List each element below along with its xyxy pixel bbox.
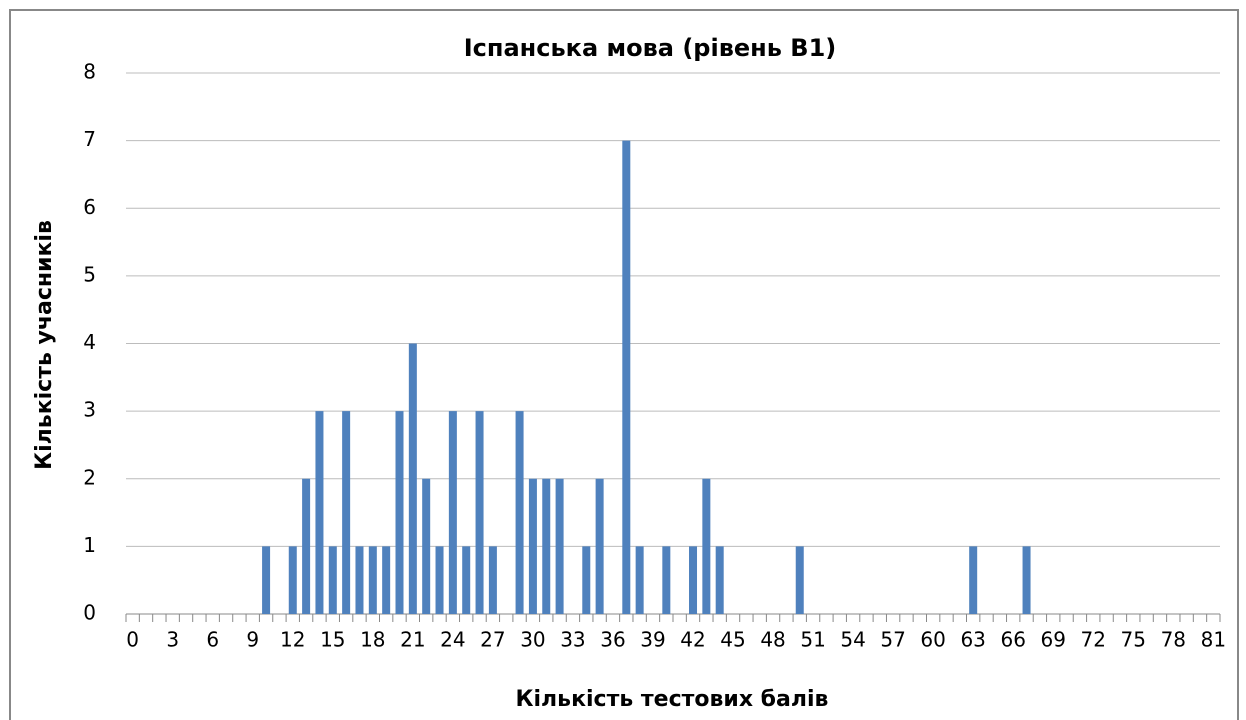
bar bbox=[702, 478, 711, 614]
bar bbox=[422, 478, 431, 614]
bar bbox=[262, 546, 271, 614]
x-tick-label: 30 bbox=[520, 628, 545, 652]
x-tick-label: 24 bbox=[440, 628, 465, 652]
bar bbox=[475, 411, 484, 614]
y-tick-label: 8 bbox=[83, 60, 96, 84]
bar bbox=[542, 478, 551, 614]
x-tick-label: 15 bbox=[320, 628, 345, 652]
x-tick-label: 78 bbox=[1161, 628, 1186, 652]
x-tick-label: 69 bbox=[1041, 628, 1066, 652]
y-tick-label: 7 bbox=[83, 127, 96, 151]
bar bbox=[302, 478, 311, 614]
bar bbox=[622, 140, 631, 614]
bar bbox=[288, 546, 297, 614]
x-tick-label: 66 bbox=[1000, 628, 1025, 652]
y-tick-label: 5 bbox=[83, 262, 96, 286]
x-tick-label: 57 bbox=[880, 628, 905, 652]
bar bbox=[595, 478, 604, 614]
bar bbox=[582, 546, 591, 614]
y-tick-label: 0 bbox=[83, 601, 96, 625]
bar bbox=[328, 546, 337, 614]
bar bbox=[715, 546, 724, 614]
bar bbox=[488, 546, 497, 614]
bar bbox=[462, 546, 471, 614]
y-tick-label: 2 bbox=[83, 465, 96, 489]
bar bbox=[395, 411, 404, 614]
bar bbox=[435, 546, 444, 614]
x-tick-label: 36 bbox=[600, 628, 625, 652]
x-tick-label: 18 bbox=[360, 628, 385, 652]
x-tick-label: 72 bbox=[1081, 628, 1106, 652]
x-axis-label: Кількість тестових балів bbox=[516, 687, 829, 712]
bar bbox=[368, 546, 377, 614]
x-tick-label: 0 bbox=[126, 628, 139, 652]
x-tick-label: 12 bbox=[280, 628, 305, 652]
bar bbox=[795, 546, 804, 614]
bar bbox=[515, 411, 524, 614]
bar bbox=[382, 546, 391, 614]
x-tick-label: 81 bbox=[1201, 628, 1226, 652]
x-tick-label: 51 bbox=[800, 628, 825, 652]
y-tick-label: 1 bbox=[83, 533, 96, 557]
y-axis-label: Кількість учасників bbox=[32, 220, 57, 470]
x-tick-label: 3 bbox=[166, 628, 179, 652]
x-tick-label: 60 bbox=[920, 628, 945, 652]
bar bbox=[315, 411, 324, 614]
x-tick-label: 9 bbox=[246, 628, 259, 652]
x-tick-label: 27 bbox=[480, 628, 505, 652]
x-tick-label: 75 bbox=[1121, 628, 1146, 652]
x-tick-label: 54 bbox=[840, 628, 865, 652]
bar bbox=[1022, 546, 1031, 614]
x-tick-label: 42 bbox=[680, 628, 705, 652]
bar bbox=[635, 546, 644, 614]
x-tick-label: 39 bbox=[640, 628, 665, 652]
bar bbox=[528, 478, 537, 614]
bar bbox=[408, 343, 417, 614]
bar bbox=[969, 546, 978, 614]
bar bbox=[555, 478, 564, 614]
y-tick-label: 3 bbox=[83, 398, 96, 422]
bar bbox=[662, 546, 671, 614]
y-tick-label: 6 bbox=[83, 195, 96, 219]
x-tick-label: 6 bbox=[206, 628, 219, 652]
bar bbox=[448, 411, 457, 614]
x-tick-label: 45 bbox=[720, 628, 745, 652]
x-tick-label: 33 bbox=[560, 628, 585, 652]
bar bbox=[355, 546, 364, 614]
x-tick-label: 48 bbox=[760, 628, 785, 652]
chart-title: Іспанська мова (рівень В1) bbox=[464, 34, 837, 62]
bar bbox=[689, 546, 698, 614]
x-tick-label: 63 bbox=[960, 628, 985, 652]
bar bbox=[342, 411, 351, 614]
x-tick-label: 21 bbox=[400, 628, 425, 652]
y-tick-label: 4 bbox=[83, 330, 96, 354]
